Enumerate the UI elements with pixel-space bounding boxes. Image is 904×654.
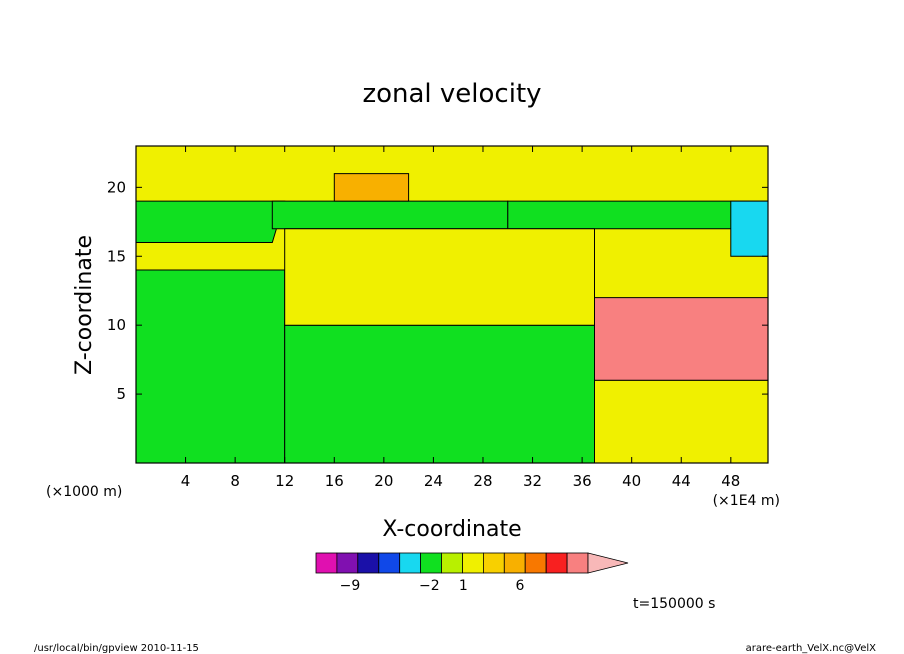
colorbar-swatch-0 [315, 552, 338, 574]
x-tick-label-7: 32 [523, 472, 542, 490]
colorbar-swatch-1 [336, 552, 359, 574]
colorbar-tick-label-2: 1 [459, 578, 468, 594]
x-tick-label-2: 12 [275, 472, 294, 490]
footer-left: /usr/local/bin/gpview 2010-11-15 [34, 643, 199, 654]
x-unit-note: (×1E4 m) [713, 493, 780, 509]
plot-area [136, 146, 768, 463]
colorbar-swatch-12 [566, 552, 589, 574]
contour-region-9 [730, 200, 768, 257]
colorbar-swatch-11 [545, 552, 568, 574]
contour-regions [136, 173, 768, 463]
x-tick-label-9: 40 [622, 472, 641, 490]
x-tick-label-8: 36 [573, 472, 592, 490]
x-tick-label-4: 20 [374, 472, 393, 490]
colorbar-tick-label-1: −2 [419, 578, 440, 594]
colorbar-swatch-5 [420, 552, 442, 574]
colorbar-tick-label-3: 6 [516, 578, 525, 594]
contour-region-1 [284, 324, 595, 463]
colorbar-tick-label-0: −9 [340, 578, 361, 594]
x-tick-label-0: 4 [181, 472, 191, 490]
y-tick-label-2: 15 [107, 247, 126, 265]
x-axis: 4 8 12 16 20 24 28 32 36 40 44 48 [181, 146, 740, 490]
contour-region-8 [333, 173, 410, 202]
x-tick-label-3: 16 [325, 472, 344, 490]
colorbar-swatch-9 [503, 552, 526, 574]
contour-region-4 [507, 200, 768, 230]
colorbar-ticks: −9 −2 1 6 [340, 578, 525, 594]
y-tick-label-3: 20 [107, 178, 126, 196]
colorbar-swatch-4 [399, 552, 422, 574]
contour-region-7 [594, 297, 768, 381]
contour-region-2 [136, 200, 286, 243]
chart-title: zonal velocity [362, 79, 541, 109]
x-tick-label-1: 8 [230, 472, 240, 490]
y-tick-label-0: 5 [116, 385, 126, 403]
contour-region-5 [284, 228, 595, 326]
plot-frame [135, 145, 769, 464]
colorbar-swatch-7 [462, 552, 484, 574]
x-tick-label-11: 48 [721, 472, 740, 490]
x-tick-label-5: 24 [424, 472, 443, 490]
contour-region-3 [271, 200, 509, 230]
colorbar [315, 552, 629, 574]
y-axis-label: Z-coordinate [72, 235, 97, 375]
footer-right: arare-earth_VelX.nc@VelX [746, 643, 877, 654]
colorbar-swatch-10 [524, 552, 547, 574]
colorbar-swatch-13 [587, 552, 629, 574]
contour-region-6 [594, 379, 768, 463]
colorbar-swatch-8 [482, 552, 505, 574]
x-scale-note: (×1000 m) [46, 484, 122, 500]
colorbar-swatch-6 [441, 552, 463, 574]
x-tick-label-6: 28 [473, 472, 492, 490]
colorbar-swatch-2 [357, 552, 380, 574]
y-tick-label-1: 10 [107, 316, 126, 334]
x-tick-label-10: 44 [672, 472, 691, 490]
time-label: t=150000 s [633, 596, 715, 612]
contour-region-0 [136, 269, 286, 463]
x-axis-label: X-coordinate [382, 517, 521, 542]
y-axis: 5 10 15 20 [107, 178, 768, 403]
colorbar-swatch-3 [378, 552, 401, 574]
